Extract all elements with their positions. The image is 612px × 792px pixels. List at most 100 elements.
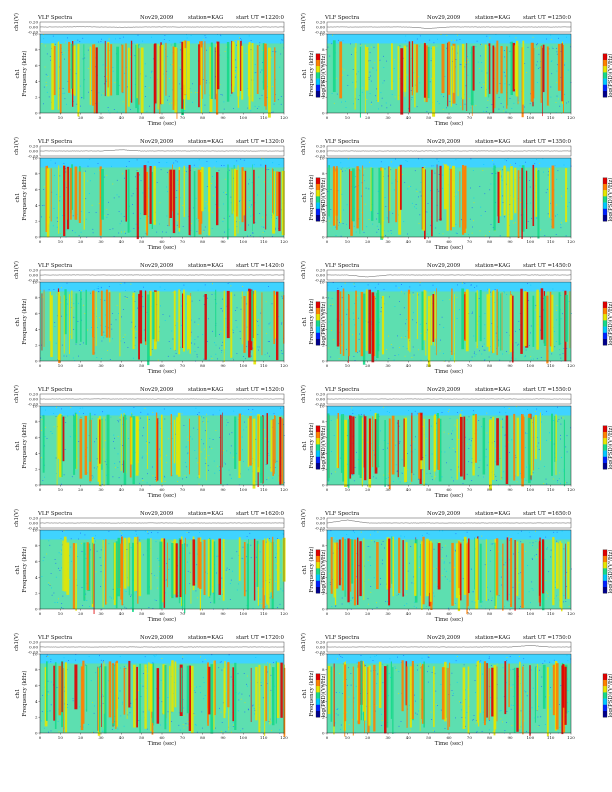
spectrogram-speckle — [341, 597, 343, 599]
x-tick-label: 20 — [365, 239, 371, 244]
channel-axis-label: ch1 — [15, 689, 21, 699]
spectrogram-speckle — [203, 231, 204, 233]
spectrogram-speckle — [51, 433, 53, 434]
spectrogram-speckle — [356, 451, 357, 453]
spectrogram-speckle — [227, 608, 229, 609]
spectrogram-speckle — [559, 349, 561, 351]
spectrogram-speckle — [471, 438, 473, 439]
spectrogram-speckle — [146, 482, 148, 484]
spectrogram-speckle — [101, 340, 103, 342]
spectrogram-streak — [484, 44, 487, 97]
colorbar-segment — [603, 425, 607, 433]
spectrogram-speckle — [517, 532, 519, 534]
spectrogram-speckle — [73, 40, 75, 41]
spectrogram-speckle — [352, 530, 354, 532]
x-tick-label: 100 — [240, 115, 248, 120]
colorbar-segment — [603, 326, 607, 333]
spectrogram-speckle — [207, 297, 208, 299]
colorbar-segment — [603, 562, 607, 569]
spectrogram-speckle — [558, 37, 559, 39]
spectrogram-speckle — [457, 466, 459, 468]
spectrogram-speckle — [61, 344, 63, 346]
spectrogram-streak — [492, 290, 495, 340]
spectrogram-speckle — [330, 530, 332, 532]
spectrogram-speckle — [236, 453, 237, 454]
panel-start-time: start UT =1650:0 — [523, 511, 572, 517]
spectrogram-speckle — [369, 93, 371, 94]
spectra-panel-1250:0: VLF Spectra Nov29,2009 station=KAG start UT… — [300, 13, 612, 127]
spectrogram-streak — [188, 665, 191, 731]
x-tick-label: 40 — [406, 487, 412, 492]
spectrogram-speckle — [551, 73, 553, 75]
spectrogram-speckle — [171, 721, 172, 722]
spectrogram-speckle — [415, 204, 417, 205]
colorbar-segment — [316, 196, 320, 203]
spectrogram-speckle — [352, 597, 353, 599]
spectrogram-speckle — [187, 570, 189, 572]
spectrogram-speckle — [383, 220, 385, 222]
spectrogram-speckle — [474, 602, 476, 604]
spectrogram-speckle — [513, 553, 514, 555]
spectrogram-streak — [460, 416, 463, 477]
spectrogram-speckle — [557, 170, 559, 172]
spectrogram-streak — [452, 45, 455, 93]
spectrogram-speckle — [430, 47, 432, 49]
spectrogram-speckle — [434, 172, 436, 174]
spectrogram-speckle — [61, 483, 62, 485]
spectrogram-speckle — [216, 161, 217, 163]
spectrogram-speckle — [264, 354, 266, 356]
spectrogram-speckle — [221, 350, 223, 351]
spectrogram-speckle — [465, 62, 466, 64]
x-tick-label: 30 — [385, 611, 391, 616]
ch1-tick-label: -0.20 — [315, 401, 326, 406]
spectrogram-speckle — [131, 412, 132, 414]
spectrogram-speckle — [561, 195, 562, 197]
panel-station: station=KAG — [188, 635, 223, 641]
spectrogram-streak — [492, 45, 495, 113]
spectrogram-speckle — [282, 590, 284, 592]
spectrogram-speckle — [91, 90, 93, 91]
spectrogram-speckle — [259, 598, 261, 600]
spectrogram-speckle — [525, 349, 527, 351]
spectrogram-streak — [248, 43, 251, 105]
spectrogram-speckle — [535, 305, 537, 306]
spectrogram-speckle — [457, 34, 458, 36]
spectrogram-speckle — [406, 348, 408, 350]
spectrogram-speckle — [368, 603, 369, 605]
x-tick-label: 50 — [139, 363, 145, 368]
frequency-axis-label: Frequency (kHz) — [21, 51, 28, 97]
y-tick-label: 4 — [322, 79, 325, 84]
x-tick-label: 80 — [200, 611, 206, 616]
spectrogram-speckle — [224, 231, 225, 233]
spectrogram-streak — [126, 666, 128, 719]
spectrogram-speckle — [529, 536, 531, 538]
spectrogram-speckle — [226, 419, 228, 421]
spectrogram-speckle — [106, 175, 108, 176]
spectrogram-speckle — [225, 690, 227, 692]
spectrogram-speckle — [412, 319, 414, 321]
spectrogram-speckle — [121, 220, 122, 222]
spectrogram-speckle — [41, 419, 43, 420]
spectrogram-speckle — [446, 47, 448, 49]
spectrogram-speckle — [100, 659, 102, 661]
spectrogram-speckle — [182, 205, 184, 206]
spectrogram-streak — [552, 537, 555, 606]
spectrogram-speckle — [128, 438, 129, 439]
spectrogram-speckle — [79, 41, 81, 42]
spectrogram-streak — [461, 288, 465, 350]
x-tick-label: 20 — [78, 239, 84, 244]
spectrogram-mid-band — [327, 415, 571, 485]
spectrogram-speckle — [341, 603, 343, 605]
spectrogram-streak — [227, 662, 230, 708]
spectrogram-speckle — [399, 347, 401, 348]
x-tick-label: 110 — [260, 239, 268, 244]
colorbar-segment — [316, 202, 320, 209]
spectrogram-speckle — [396, 470, 398, 472]
spectrogram-streak — [265, 164, 267, 230]
spectrogram-streak — [72, 543, 75, 609]
spectrogram-streak — [200, 47, 203, 114]
spectrogram-streak — [567, 541, 570, 599]
spectrogram-speckle — [41, 216, 42, 218]
spectrogram-speckle — [91, 418, 93, 420]
spectrogram-speckle — [502, 169, 503, 171]
